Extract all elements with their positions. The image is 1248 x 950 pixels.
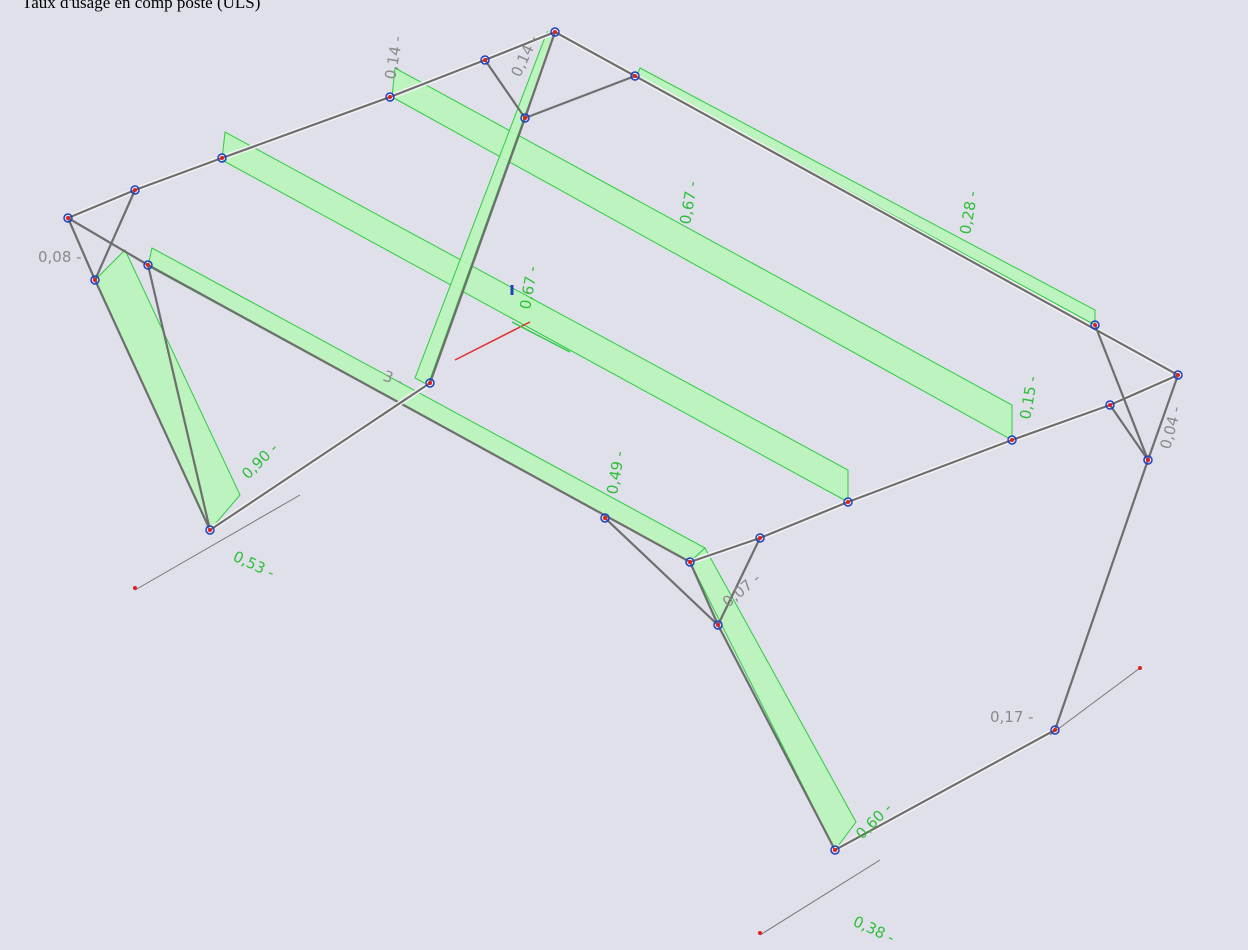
utilization-label: 0,90 - [238,439,282,483]
diagram [221,131,849,503]
support-axis [134,494,301,591]
node [143,260,153,270]
node [428,381,432,385]
node [843,497,853,507]
node [685,557,695,567]
node [1108,403,1112,407]
node [146,263,150,267]
utilization-label: 0,17 - [990,708,1034,726]
support-axis [1049,667,1141,736]
node [1143,455,1153,465]
node [713,620,723,630]
node [600,513,610,523]
node [205,525,215,535]
member [66,217,211,531]
node [688,560,692,564]
diagram [689,547,857,851]
utilization-label: 0,38 - [850,912,897,947]
utilization-label: 0,28 - [956,190,981,236]
node [755,533,765,543]
utilization-label: 0,67 - [676,180,701,226]
node [550,27,560,37]
node [830,845,840,855]
node [1053,728,1057,732]
node [553,30,557,34]
member [1053,404,1150,731]
member [146,264,212,531]
utilization-label: 0,15 - [1016,375,1041,421]
node [1007,435,1017,445]
node [1176,373,1180,377]
node [425,378,435,388]
support-axis [759,859,881,936]
member [209,382,431,531]
member [428,117,527,384]
node [523,116,527,120]
node [1010,438,1014,442]
node [603,516,607,520]
node [1093,323,1097,327]
local-axis [454,321,531,361]
utilization-label: 0,53 - [230,547,277,582]
node [520,113,530,123]
node [133,586,137,590]
node [630,71,640,81]
local-axis [511,321,571,353]
node [716,623,720,627]
node [130,185,140,195]
node [388,95,392,99]
diagram [391,67,1013,441]
node [208,528,212,532]
diagrams [94,31,1096,851]
diagram [414,31,556,386]
diagram [636,67,1096,326]
node [90,275,100,285]
member [524,74,636,120]
utilization-label: 0,04 - [1156,404,1185,451]
view-title: Taux d'usage en comp poste (ULS) [22,0,260,12]
node [833,848,837,852]
node [483,58,487,62]
node [1050,725,1060,735]
node [133,188,137,192]
utilization-label: 0,49 - [603,450,628,496]
member [93,189,137,281]
nodes [63,27,1183,935]
node [1173,370,1183,380]
node [1090,320,1100,330]
utilization-label: 0,08 - [38,248,82,266]
node [758,536,762,540]
node [480,55,490,65]
node [220,156,224,160]
node [758,931,762,935]
node [66,216,70,220]
node [846,500,850,504]
node [633,74,637,78]
utilization-label: 3 - [381,367,406,391]
node [63,213,73,223]
node [1138,666,1142,670]
node [1146,458,1150,462]
node [217,153,227,163]
node [385,92,395,102]
member [834,729,1056,851]
node [93,278,97,282]
node [1105,400,1115,410]
